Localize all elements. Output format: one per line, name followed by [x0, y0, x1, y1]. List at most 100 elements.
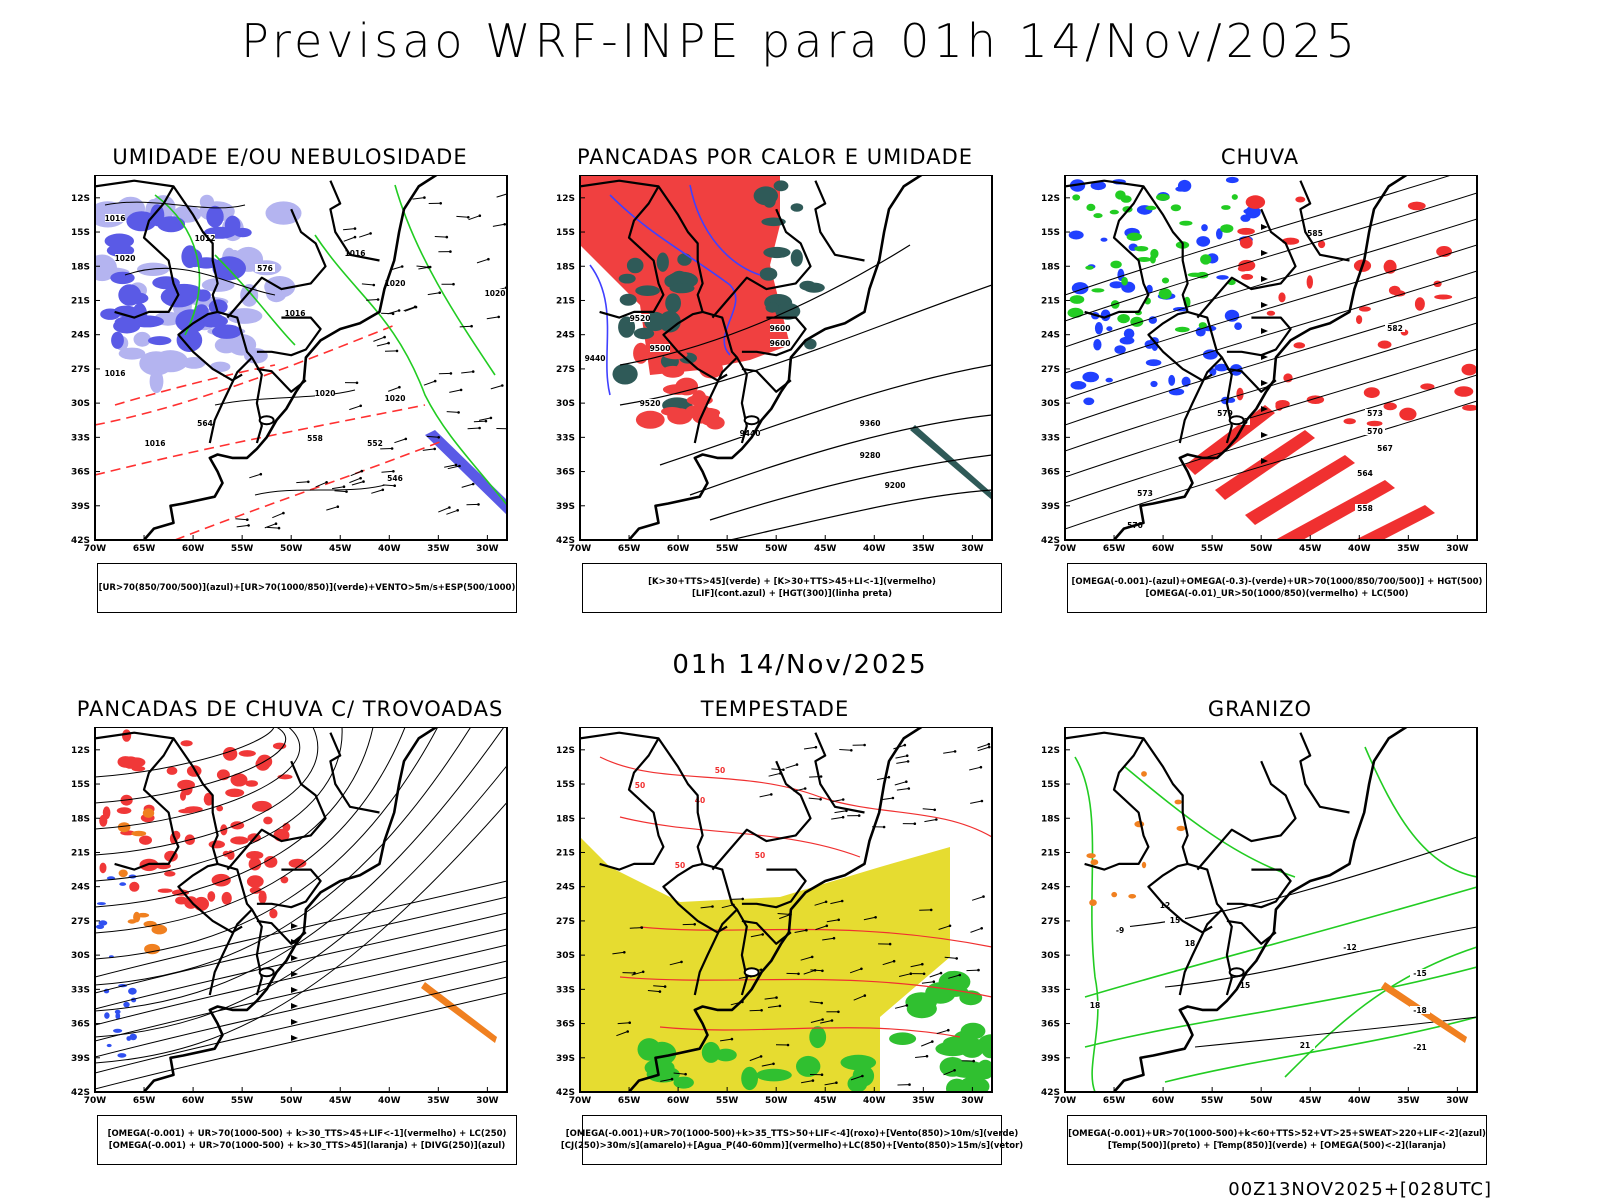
omega500-orange [1090, 859, 1099, 866]
temp500-contour [1194, 1016, 1477, 1048]
contour-label-bg [365, 439, 385, 447]
panel-title: CHUVA [1220, 145, 1300, 169]
contour-label: -15 [1413, 969, 1427, 978]
lc250-streamline-arrow [291, 1035, 298, 1041]
wind-vector [944, 956, 957, 959]
shade-main [233, 227, 252, 238]
wind-vector [467, 427, 480, 430]
contour-label: 21 [1300, 1041, 1310, 1050]
wind-vector [853, 995, 865, 1001]
contour-label: 9200 [885, 481, 906, 490]
orange-area [117, 822, 131, 833]
wind-vector [444, 464, 457, 468]
contour-label: 50 [675, 861, 685, 870]
wind-vector [249, 473, 261, 479]
omega-green [1174, 326, 1190, 333]
wind-vector-head [947, 1028, 950, 1032]
omega-blue [1100, 237, 1108, 242]
omega-green [1200, 254, 1212, 265]
wind-vector [800, 956, 813, 961]
lc250-streamline [95, 944, 507, 1042]
wind-vector-head [953, 1069, 956, 1072]
omega-red [1462, 404, 1477, 411]
lat-tick-label: 39S [71, 502, 90, 512]
omega500-orange [1141, 861, 1147, 869]
panel-title: TEMPESTADE [700, 697, 850, 721]
omega-blue [1070, 381, 1087, 390]
omega-red [1306, 275, 1313, 289]
wind-vector [777, 913, 790, 915]
country-border [599, 737, 665, 871]
wind-vector-head [307, 480, 310, 484]
contour-label: 9500 [650, 344, 671, 353]
red-area [164, 871, 176, 877]
lon-tick-label: 30W [476, 544, 499, 554]
wind-vector-head [693, 923, 696, 926]
wind-vector-head [658, 990, 662, 993]
country-border [1065, 731, 1224, 996]
lon-tick-label: 35W [427, 544, 450, 554]
omega-blue [1082, 371, 1099, 383]
agua-precipitavel-contour [659, 1026, 961, 1038]
hgt500-contour-arrow [1261, 224, 1268, 230]
wind-vector-head [428, 265, 432, 269]
contour-label: 15 [1240, 981, 1250, 990]
wind-vector [966, 969, 979, 972]
lat-tick-label: 36S [556, 1020, 575, 1030]
wind-vector-head [445, 235, 449, 239]
wind-vector [434, 236, 447, 238]
wind-vector-head [824, 900, 828, 904]
omega-red [1237, 265, 1248, 272]
wind-vector [895, 755, 908, 759]
wind-vector-head [391, 312, 395, 316]
wind-vector [820, 1020, 833, 1024]
lon-tick-label: 35W [1397, 544, 1420, 554]
wind-vector-head [471, 370, 475, 373]
divg-blue [98, 920, 108, 926]
country-border [814, 732, 865, 814]
wind-vector-head [355, 381, 359, 385]
lc250-streamline [95, 727, 374, 908]
wind-vector [381, 312, 394, 315]
country-border [814, 180, 865, 262]
wind850-area [958, 1076, 990, 1092]
wind-vector [390, 266, 403, 271]
lat-tick-label: 15S [71, 228, 90, 238]
green-dot [468, 184, 481, 192]
omega-red [1420, 383, 1435, 390]
red-area [246, 875, 264, 888]
lon-tick-label: 35W [1397, 1096, 1420, 1106]
wind-vector-head [908, 1083, 911, 1086]
contour-label-bg [1135, 489, 1155, 497]
omega500-orange [1176, 825, 1186, 832]
country-border [256, 919, 307, 945]
lc250-streamline-arrow [291, 971, 298, 977]
wind-vector-head [840, 899, 844, 903]
omega-blue [1195, 326, 1206, 337]
contour-label-bg [315, 389, 335, 397]
geography [580, 727, 923, 1092]
contour-label-bg [585, 354, 605, 362]
wind-vector-head [820, 1073, 824, 1076]
lon-tick-label: 70W [84, 1096, 107, 1106]
shade-light [240, 284, 259, 307]
omega-blue [1094, 322, 1103, 335]
country-border [1226, 868, 1292, 909]
wind-vector [669, 961, 682, 966]
wind-vector [653, 985, 666, 988]
wind-vector-head [907, 787, 911, 790]
wind-vector-head [892, 959, 896, 963]
shade-main [126, 211, 157, 232]
wind-vector [814, 901, 827, 906]
orange-area [127, 919, 137, 924]
lat-tick-label: 30S [71, 399, 90, 409]
lat-tick-label: 33S [1041, 985, 1060, 995]
green-dot [330, 269, 337, 278]
wind-vector-head [247, 524, 250, 527]
wind-vector-head [821, 1018, 824, 1021]
omega-green [1156, 193, 1170, 201]
ur-contour [314, 234, 507, 506]
contour-label: 1016 [145, 439, 166, 448]
